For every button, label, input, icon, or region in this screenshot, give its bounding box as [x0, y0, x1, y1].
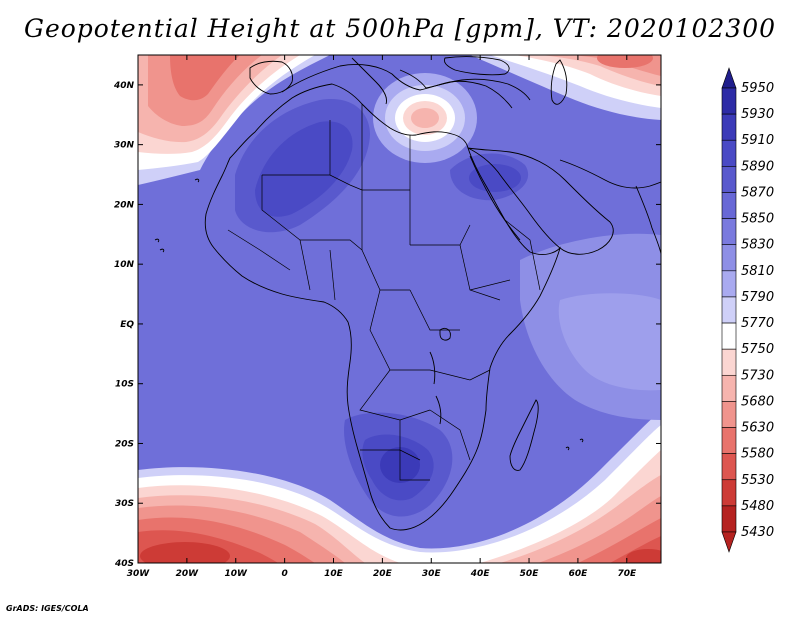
- colorbar-level-label: 5480: [741, 499, 774, 514]
- colorbar-swatch: [721, 166, 737, 193]
- colorbar-level-label: 5630: [741, 421, 774, 436]
- colorbar-swatch: [721, 218, 737, 246]
- colorbar-level-label: 5430: [741, 525, 774, 540]
- map-title: Geopotential Height at 500hPa [gpm], VT:…: [23, 14, 777, 43]
- colorbar-swatch: [721, 505, 737, 533]
- y-tick-label: 30S: [115, 499, 134, 509]
- coastlines: [154, 56, 661, 531]
- colorbar-level-label: 5890: [741, 159, 774, 174]
- colorbar-level-label: 5730: [741, 368, 774, 383]
- colorbar-swatch: [721, 139, 737, 167]
- y-tick-label: 20S: [115, 439, 134, 449]
- colorbar-level-label: 5770: [741, 316, 774, 331]
- x-tick-label: 20E: [373, 569, 393, 579]
- x-tick-label: 20W: [176, 569, 200, 579]
- map-frame: [137, 54, 662, 564]
- country-borders: [227, 104, 541, 481]
- colorbar-swatch: [721, 244, 737, 272]
- height-field: [138, 55, 661, 563]
- y-tick-label: 20N: [114, 200, 135, 210]
- colorbar-level-label: 5930: [741, 107, 774, 122]
- x-tick-label: 70E: [617, 569, 637, 579]
- x-tick-label: 0: [282, 569, 288, 579]
- colorbar-swatch: [721, 87, 737, 115]
- footer-credit: GrADS: IGES/COLA: [6, 604, 89, 613]
- y-tick-label: 10S: [115, 380, 134, 390]
- y-tick-label: 30N: [114, 141, 135, 151]
- colorbar-swatch: [721, 348, 737, 376]
- colorbar: 5950 5930 5910 5890 5870 5850 5830 5810 5790 5770…: [721, 67, 774, 553]
- x-tick-label: 40E: [470, 569, 491, 579]
- colorbar-level-label: 5790: [741, 290, 774, 305]
- colorbar-level-label: 5870: [741, 185, 774, 200]
- x-tick-label: 30E: [422, 569, 442, 579]
- colorbar-level-label: 5950: [741, 81, 774, 96]
- colorbar-swatch: [721, 453, 737, 481]
- colorbar-level-label: 5530: [741, 473, 774, 488]
- colorbar-swatch: [721, 270, 737, 298]
- y-tick-label: 40S: [114, 559, 134, 569]
- colorbar-level-label: 5810: [741, 264, 774, 279]
- y-axis: 40S 30S 20S 10S EQ 10N 20N 30N 40N: [113, 81, 661, 569]
- colorbar-swatch: [721, 374, 737, 402]
- y-tick-label: EQ: [120, 320, 134, 330]
- colorbar-swatch: [721, 401, 737, 428]
- colorbar-swatch: [721, 479, 737, 507]
- colorbar-swatch: [721, 192, 737, 219]
- colorbar-swatch: [721, 427, 737, 454]
- x-tick-label: 10E: [324, 569, 344, 579]
- colorbar-swatch: [721, 296, 737, 324]
- colorbar-level-label: 5680: [741, 394, 774, 409]
- colorbar-bottom-arrow: [721, 531, 737, 553]
- colorbar-level-label: 5850: [741, 212, 774, 227]
- colorbar-top-arrow: [721, 67, 737, 89]
- x-axis: 30W 20W 10W 0 10E 20E 30E 40E 50E 60E 70E: [127, 55, 637, 579]
- x-tick-label: 50E: [520, 569, 540, 579]
- x-tick-label: 10W: [225, 569, 249, 579]
- y-tick-label: 10N: [114, 260, 135, 270]
- colorbar-level-label: 5830: [741, 238, 774, 253]
- colorbar-level-label: 5580: [741, 447, 774, 462]
- colorbar-level-label: 5910: [741, 133, 774, 148]
- y-tick-label: 40N: [113, 81, 135, 91]
- colorbar-level-label: 5750: [741, 342, 774, 357]
- x-tick-label: 30W: [127, 569, 151, 579]
- colorbar-swatch: [721, 322, 737, 350]
- colorbar-swatch: [721, 113, 737, 141]
- x-tick-label: 60E: [569, 569, 589, 579]
